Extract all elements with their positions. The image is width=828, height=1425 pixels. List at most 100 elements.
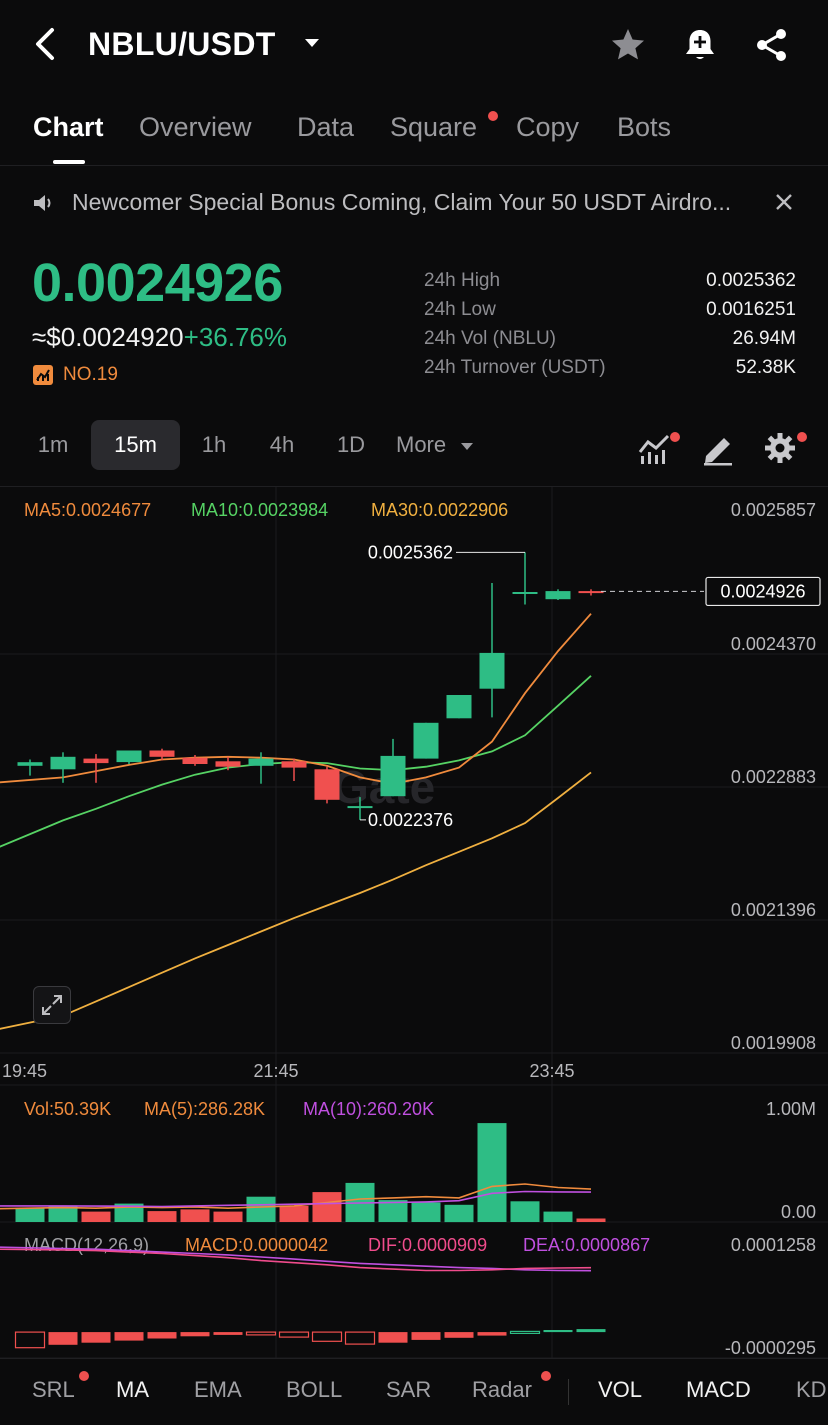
macd-axis-label: -0.0000295 [725, 1338, 816, 1358]
tab-square-badge [488, 111, 498, 121]
dif-legend: DIF:0.0000909 [368, 1235, 487, 1255]
stat-value: 0.0016251 [706, 299, 796, 320]
stat-row-volume: 24h Vol (NBLU) 26.94M [424, 328, 796, 357]
y-axis-label: 0.0021396 [731, 900, 816, 920]
indicator-radar[interactable]: Radar [472, 1377, 532, 1402]
indicator-sar[interactable]: SAR [386, 1377, 432, 1402]
y-axis-label: 0.0025857 [731, 500, 816, 520]
usd-price: ≈$0.0024920 [32, 322, 184, 352]
interval-bar: 1m 15m 1h 4h 1D More [0, 420, 828, 472]
share-icon[interactable] [753, 26, 791, 64]
ma5-line [0, 613, 592, 785]
interval-1d[interactable]: 1D [336, 432, 366, 457]
macd-value-legend: MACD:0.0000042 [185, 1235, 328, 1255]
candle-body [314, 769, 340, 800]
ma5-legend: MA5:0.0024677 [24, 500, 151, 520]
macd-histogram-bar [344, 1331, 376, 1345]
indicator-macd[interactable]: MACD [686, 1377, 751, 1402]
interval-15m[interactable]: 15m [91, 420, 180, 470]
macd-histogram-bar [245, 1331, 277, 1336]
candle-body [281, 761, 307, 768]
announcement-banner[interactable]: Newcomer Special Bonus Coming, Claim You… [0, 167, 828, 239]
dea-line [0, 1246, 592, 1272]
tab-data[interactable]: Data [297, 112, 355, 142]
interval-4h[interactable]: 4h [269, 432, 295, 457]
indicator-ma[interactable]: MA [116, 1377, 149, 1402]
tab-copy[interactable]: Copy [516, 112, 580, 142]
interval-more[interactable]: More [396, 432, 447, 457]
indicator-chart-icon[interactable] [636, 430, 672, 466]
macd-histogram-bar [114, 1332, 144, 1341]
add-alert-bell-icon[interactable] [681, 26, 719, 64]
interval-1h[interactable]: 1h [201, 432, 227, 457]
volume-bar [213, 1211, 243, 1222]
chart-canvas[interactable]: Gate MA5:0.0024677 MA10:0.0023984 MA30:0… [0, 487, 828, 1372]
stat-label: 24h High [424, 270, 501, 291]
indicator-srl[interactable]: SRL [32, 1377, 75, 1402]
indicator-ema[interactable]: EMA [194, 1377, 242, 1402]
caret-down-icon[interactable] [303, 36, 321, 50]
x-axis-label: 23:45 [529, 1061, 574, 1081]
active-tab-indicator [53, 160, 85, 164]
ma30-line [0, 771, 592, 1030]
caret-down-icon[interactable] [460, 441, 474, 451]
usd-price-line: ≈$0.0024920+36.76% [32, 322, 287, 353]
back-chevron-icon[interactable] [28, 24, 64, 64]
ma30-legend: MA30:0.0022906 [371, 500, 508, 520]
candle-body [512, 592, 538, 594]
tab-overview[interactable]: Overview [139, 112, 252, 142]
candle-body [182, 757, 208, 764]
star-icon[interactable] [609, 26, 647, 64]
volume-bar [576, 1218, 606, 1222]
candle-body [446, 695, 472, 719]
volume-bar [543, 1211, 573, 1222]
current-price-tag-box[interactable] [705, 576, 821, 607]
stat-row-turnover: 24h Turnover (USDT) 52.38K [424, 357, 796, 386]
tab-bots[interactable]: Bots [617, 112, 672, 142]
stat-label: 24h Turnover (USDT) [424, 357, 606, 378]
volume-bar [48, 1205, 78, 1222]
macd-histogram-bar [81, 1332, 111, 1343]
volume-bar [411, 1202, 441, 1222]
volume-bar [81, 1211, 111, 1222]
candle-body [413, 722, 439, 759]
macd-histogram-bar [311, 1331, 343, 1342]
indicator-vol[interactable]: VOL [598, 1377, 643, 1402]
expand-arrows-icon [42, 995, 62, 1015]
macd-histogram-bar [378, 1332, 408, 1343]
interval-1m[interactable]: 1m [37, 432, 69, 457]
rank-label: NO.19 [63, 364, 118, 385]
volume-bar [312, 1192, 342, 1222]
volume-bar [477, 1123, 507, 1222]
macd-histogram-bar [509, 1330, 541, 1335]
y-axis-label: 0.0022883 [731, 767, 816, 787]
indicator-badge [670, 432, 680, 442]
settings-gear-icon[interactable] [762, 430, 798, 466]
candle-body [248, 758, 274, 766]
rank-badge[interactable]: NO.19 [33, 364, 118, 386]
candle-body [545, 591, 571, 600]
macd-histogram-bar [48, 1332, 78, 1345]
indicator-boll[interactable]: BOLL [286, 1377, 343, 1402]
banner-text[interactable]: Newcomer Special Bonus Coming, Claim You… [72, 189, 732, 215]
kline-chart[interactable]: Gate MA5:0.0024677 MA10:0.0023984 MA30:0… [0, 486, 828, 1371]
close-icon[interactable] [774, 192, 794, 212]
volume-bar [15, 1208, 45, 1222]
draw-pencil-icon[interactable] [700, 430, 736, 466]
volume-ma10-line [0, 1190, 592, 1208]
indicator-kd[interactable]: KD [796, 1377, 827, 1402]
fullscreen-expand-button[interactable] [33, 986, 71, 1024]
stat-label: 24h Vol (NBLU) [424, 328, 557, 349]
dif-line [0, 1248, 592, 1272]
macd-axis-label: 0.0001258 [731, 1235, 816, 1255]
macd-histogram-bar [543, 1330, 573, 1333]
ma10-legend: MA10:0.0023984 [191, 500, 328, 520]
macd-histogram-bar [477, 1332, 507, 1336]
volume-bar [246, 1196, 276, 1222]
tab-square[interactable]: Square [390, 112, 478, 142]
pair-title[interactable]: NBLU/USDT [88, 26, 276, 62]
volume-bar [180, 1209, 210, 1222]
macd-histogram-bar [14, 1331, 46, 1349]
tab-chart[interactable]: Chart [33, 112, 104, 142]
stat-row-high: 24h High 0.0025362 [424, 270, 796, 299]
